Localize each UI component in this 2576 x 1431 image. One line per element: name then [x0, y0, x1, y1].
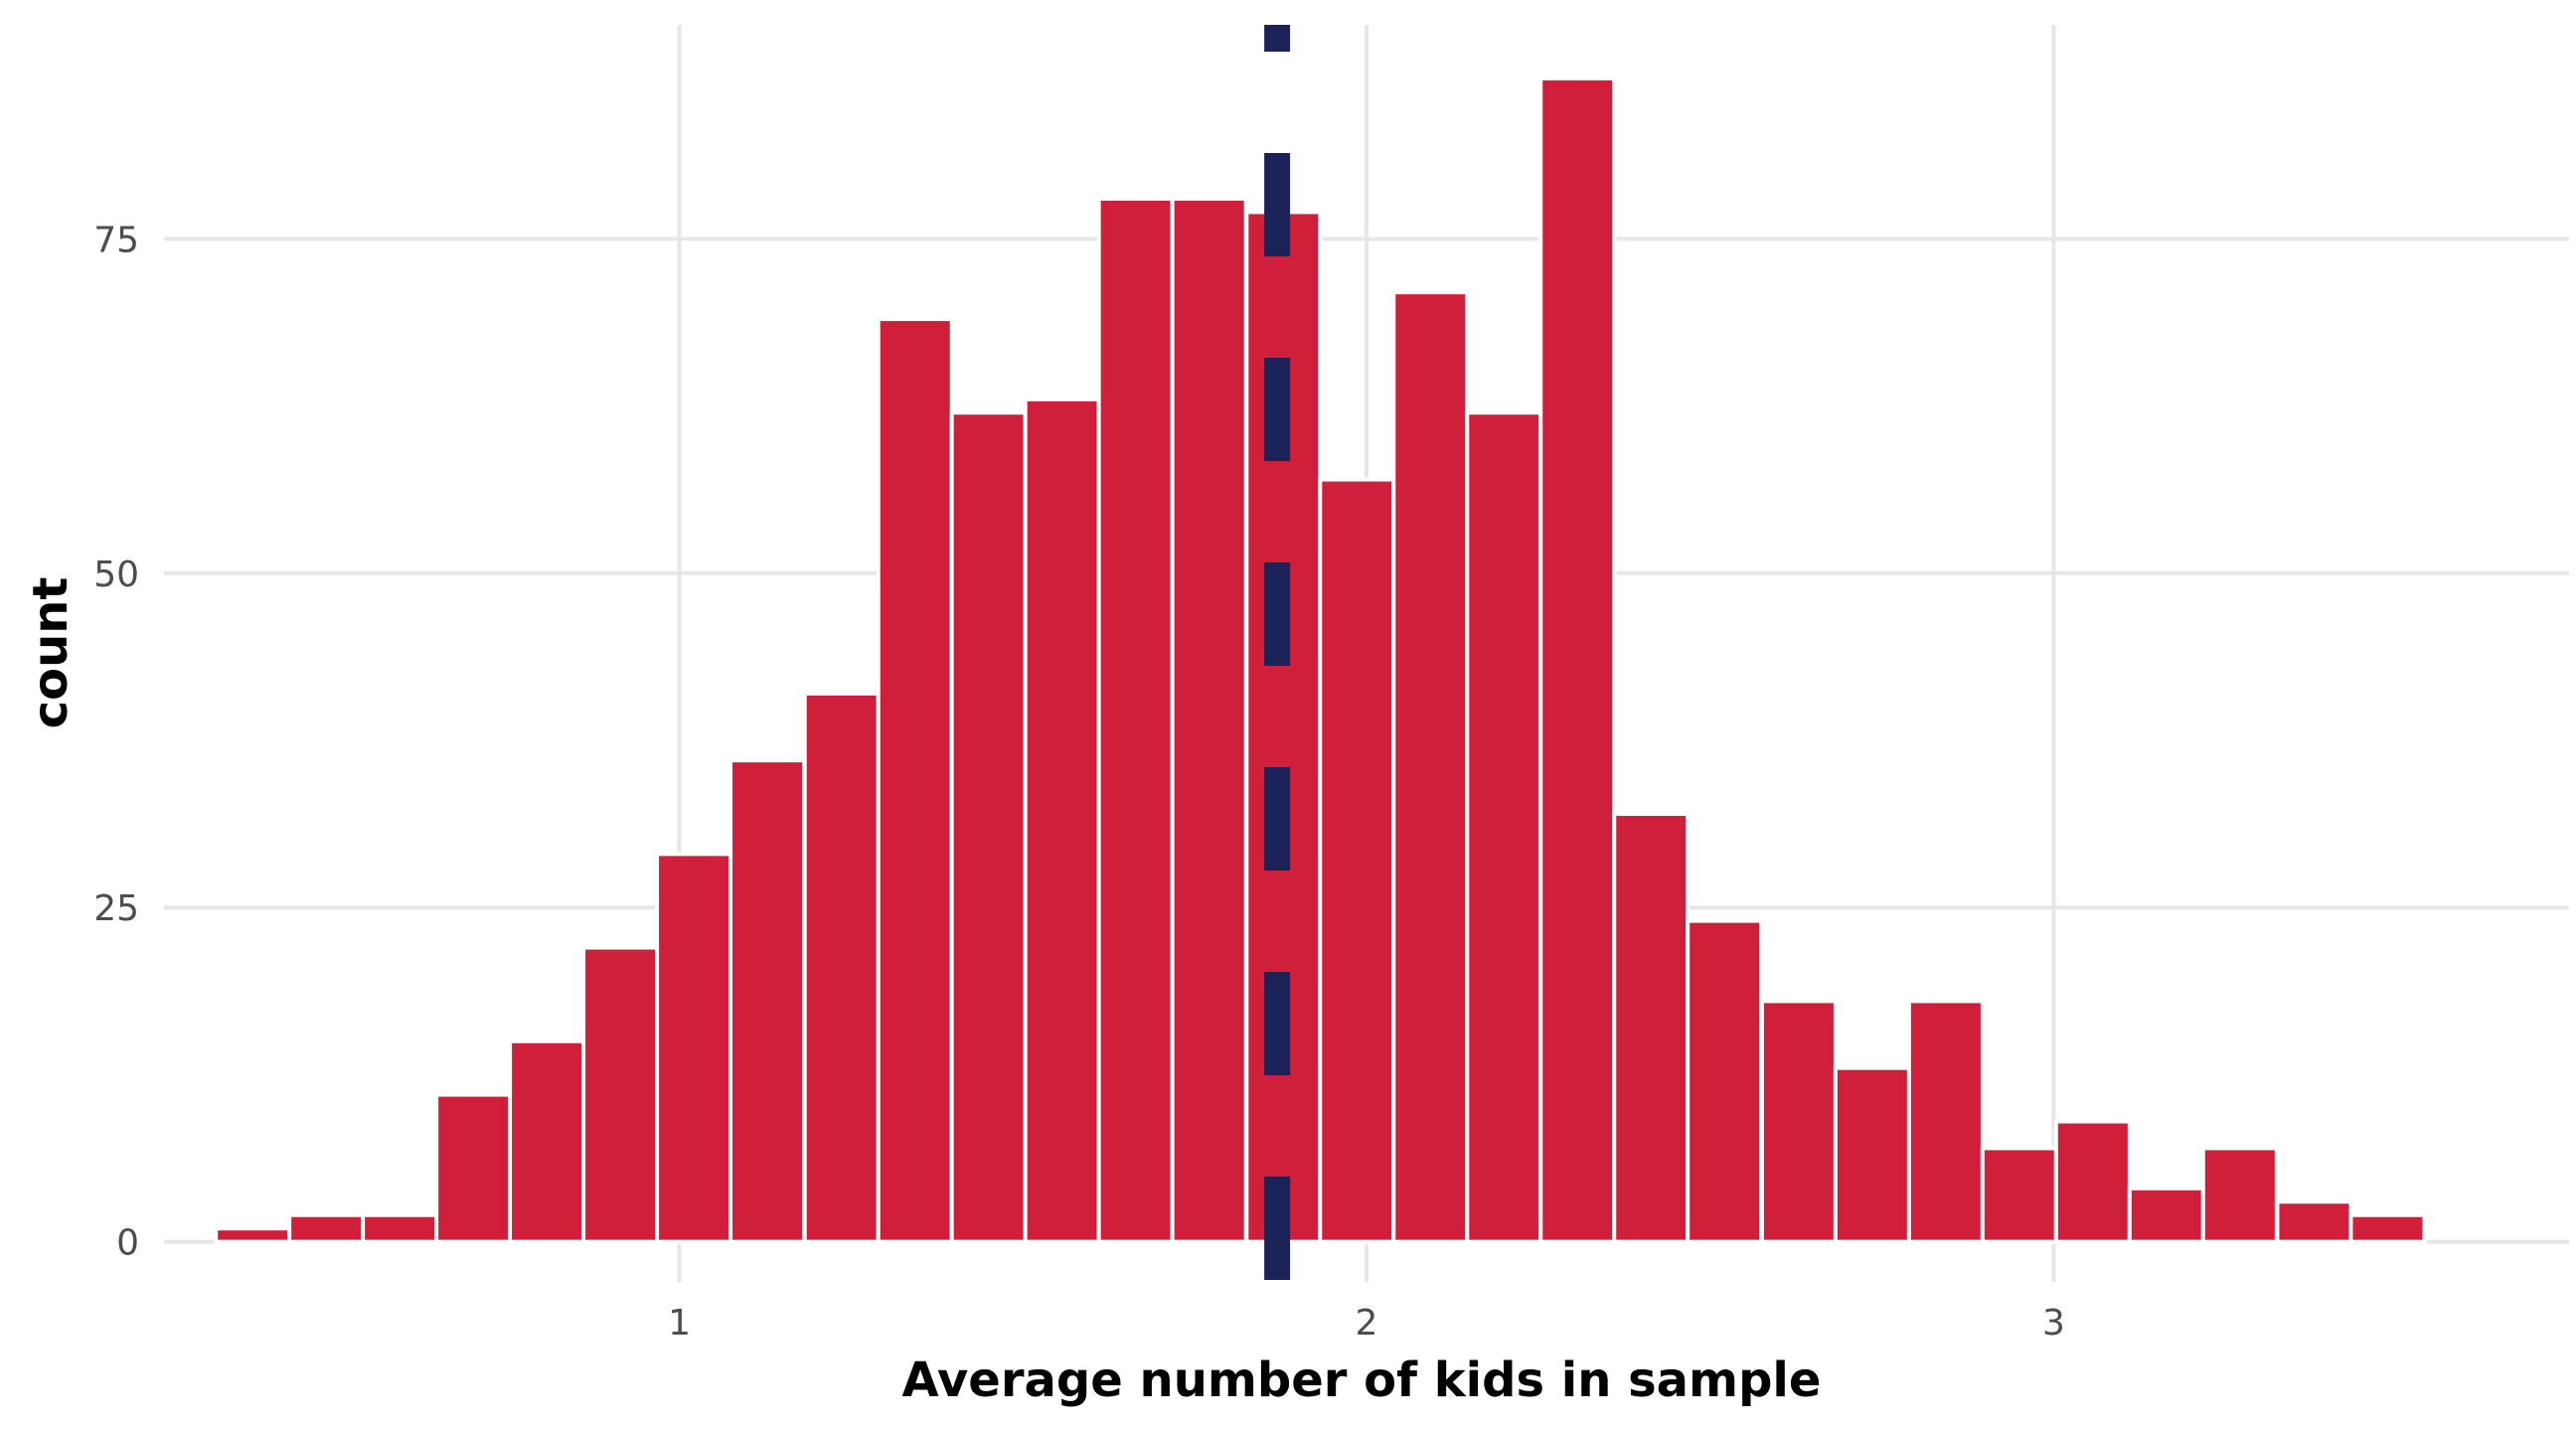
- x-tick-label: 3: [2042, 1303, 2065, 1344]
- histogram-bar: [361, 1212, 439, 1244]
- histogram-bar: [2200, 1146, 2279, 1244]
- histogram-bar: [1906, 999, 1985, 1244]
- histogram-bar: [1612, 811, 1690, 1244]
- histogram-bar: [1538, 76, 1617, 1244]
- histogram-bar: [1465, 410, 1543, 1244]
- histogram-bar: [508, 1038, 586, 1244]
- histogram-bar: [1023, 397, 1101, 1244]
- histogram-bar: [728, 758, 807, 1244]
- histogram-bar: [214, 1226, 292, 1244]
- histogram-bar: [1833, 1065, 1911, 1244]
- histogram-bar: [2053, 1119, 2132, 1244]
- histogram-bar: [1759, 999, 1838, 1244]
- histogram-bar: [581, 945, 660, 1244]
- x-axis-ticks: 1 2 3: [668, 1303, 2065, 1344]
- y-tick-label: 25: [93, 888, 139, 929]
- histogram-bar: [1318, 477, 1396, 1244]
- histogram-bar: [1686, 918, 1764, 1244]
- histogram-bar: [1096, 196, 1175, 1244]
- histogram-bar: [876, 317, 954, 1244]
- histogram-bar: [802, 691, 881, 1244]
- histogram-bar: [2275, 1199, 2353, 1244]
- histogram-bar: [287, 1212, 366, 1244]
- y-tick-label: 50: [93, 555, 139, 595]
- histogram-bar: [1170, 196, 1248, 1244]
- histogram-bar: [655, 852, 733, 1244]
- histogram-bar: [2348, 1212, 2427, 1244]
- histogram-bar: [1980, 1146, 2058, 1244]
- histogram-bar: [434, 1092, 513, 1244]
- y-axis-ticks: 0 25 50 75: [93, 220, 139, 1263]
- y-tick-label: 75: [93, 220, 139, 260]
- x-tick-label: 2: [1356, 1303, 1378, 1344]
- x-tick-label: 1: [668, 1303, 691, 1344]
- histogram-bars: [214, 76, 2427, 1244]
- histogram-bar: [2127, 1186, 2205, 1244]
- histogram-bar: [949, 410, 1028, 1244]
- y-axis-title: count: [23, 577, 79, 729]
- x-axis-title: Average number of kids in sample: [902, 1352, 1822, 1408]
- y-tick-label: 0: [116, 1223, 139, 1264]
- histogram-bar: [1391, 290, 1470, 1244]
